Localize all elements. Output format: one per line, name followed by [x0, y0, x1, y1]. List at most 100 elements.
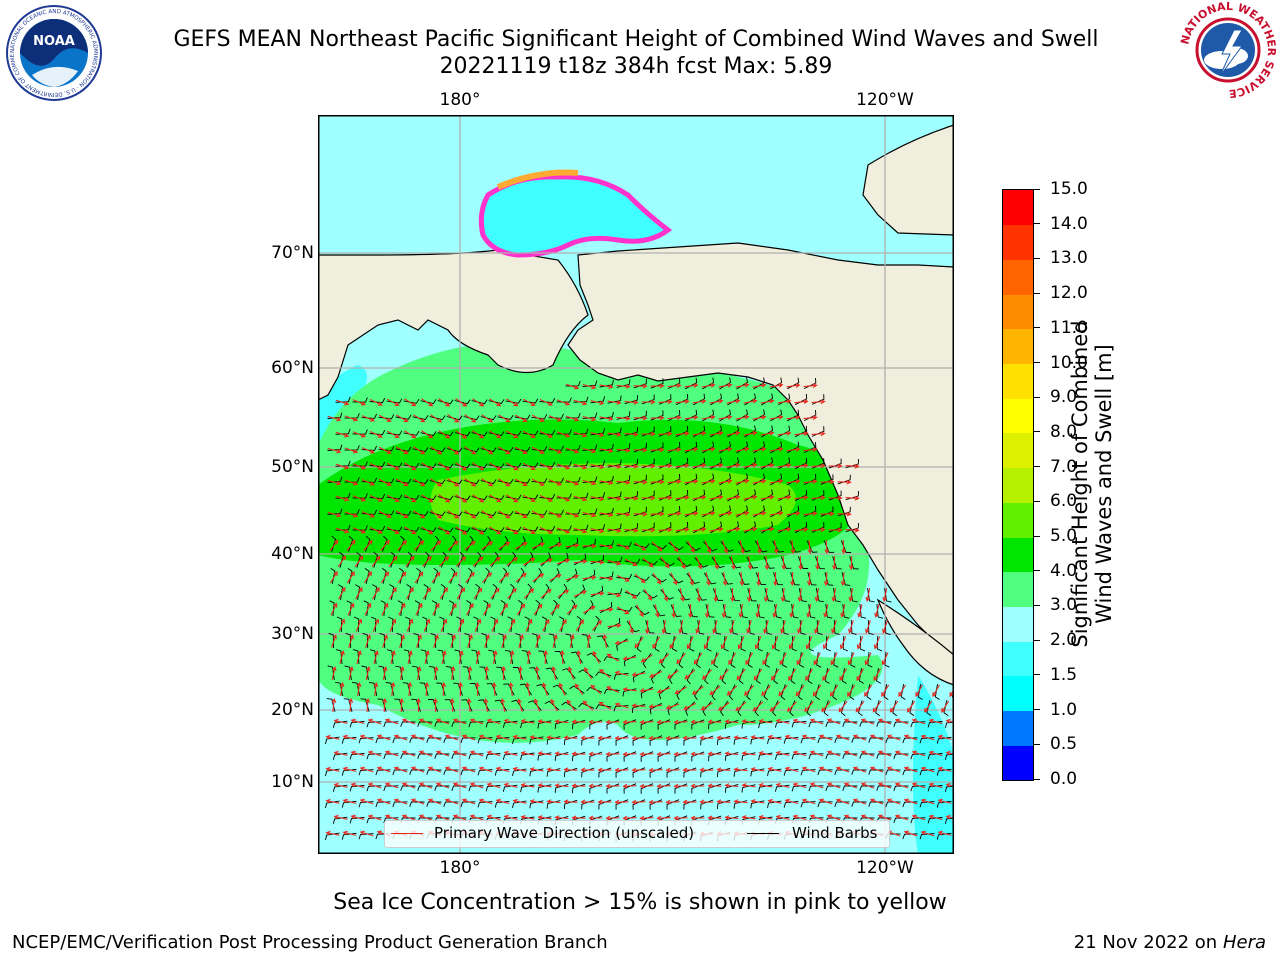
wind-barb — [548, 509, 564, 515]
colorbar-segment — [1003, 224, 1033, 260]
wave-direction-arrow — [641, 495, 656, 501]
wind-barb — [684, 505, 698, 518]
wind-barb — [791, 635, 797, 652]
wave-direction-arrow — [413, 540, 425, 551]
wind-barb — [498, 633, 505, 649]
wave-direction-arrow — [397, 539, 407, 551]
wind-barb — [325, 800, 340, 809]
wave-direction-arrow — [563, 735, 578, 741]
wave-direction-arrow — [716, 767, 731, 773]
wave-direction-arrow — [416, 665, 422, 680]
wave-direction-arrow — [427, 734, 442, 741]
wind-barb — [522, 494, 539, 500]
wind-barb — [403, 430, 420, 436]
wave-direction-arrow — [652, 572, 662, 585]
wind-barb — [415, 535, 422, 552]
wind-barb — [420, 399, 437, 405]
colorbar-segment — [1003, 328, 1033, 365]
wave-direction-arrow — [542, 682, 548, 696]
wind-barb — [431, 600, 437, 616]
wave-direction-arrow — [597, 799, 612, 805]
wave-direction-arrow — [726, 526, 741, 532]
wave-direction-arrow — [857, 604, 863, 618]
wind-barb — [570, 651, 583, 664]
wave-direction-arrow — [877, 782, 892, 789]
wind-barb — [702, 505, 715, 518]
wind-barb — [803, 505, 817, 518]
wave-direction-arrow — [531, 446, 545, 454]
wind-barb — [417, 721, 433, 727]
wave-direction-arrow — [472, 430, 485, 439]
wind-barb — [548, 633, 556, 649]
wave-direction-arrow — [529, 735, 544, 740]
wave-direction-arrow — [625, 558, 638, 567]
wind-barb — [468, 785, 484, 792]
wind-barb — [599, 379, 614, 388]
wave-direction-arrow — [421, 430, 434, 439]
wave-direction-arrow — [404, 526, 417, 535]
wave-direction-arrow — [752, 382, 767, 388]
wave-direction-arrow — [869, 798, 884, 805]
wave-direction-legend-label: Primary Wave Direction (unscaled) — [434, 824, 695, 842]
footer-date: 21 Nov 2022 on Hera — [1074, 932, 1266, 954]
wind-barb — [811, 522, 825, 533]
wind-barb — [477, 801, 493, 808]
wind-barb — [341, 832, 357, 840]
wave-direction-arrow — [376, 734, 391, 741]
wave-direction-arrow — [650, 447, 665, 453]
wave-direction-arrow — [571, 751, 586, 757]
wave-direction-arrow — [811, 495, 826, 501]
wave-direction-arrow — [525, 681, 531, 697]
wave-direction-arrow — [814, 620, 820, 634]
wave-direction-arrow — [709, 462, 724, 468]
wind-barb — [850, 651, 856, 668]
wind-barb — [783, 768, 799, 776]
wave-direction-arrow — [882, 620, 888, 634]
wave-direction-arrow — [746, 587, 752, 603]
wave-direction-arrow — [690, 719, 705, 725]
wave-direction-arrow — [699, 799, 714, 805]
wind-barb — [507, 551, 517, 568]
wind-barb — [786, 441, 800, 454]
wave-direction-arrow — [396, 414, 409, 423]
wave-direction-arrow — [737, 636, 745, 650]
colorbar-tick-mark — [1034, 223, 1040, 225]
wave-direction-arrow — [367, 718, 382, 725]
wave-direction-arrow — [622, 751, 637, 757]
wave-direction-arrow — [466, 602, 474, 616]
wave-direction-arrow — [852, 734, 867, 741]
wave-direction-arrow — [401, 782, 416, 789]
wave-direction-arrow — [845, 527, 860, 533]
wind-barb — [695, 588, 707, 601]
wave-direction-arrow — [826, 718, 841, 725]
wind-barb — [676, 685, 686, 700]
wind-barb — [675, 521, 689, 534]
wind-barb — [403, 398, 420, 404]
wind-barb — [607, 395, 622, 404]
wave-direction-arrow — [792, 750, 807, 757]
wave-direction-arrow — [920, 734, 935, 741]
wave-direction-arrow — [431, 571, 441, 584]
colorbar-segment — [1003, 745, 1033, 781]
wave-direction-arrow — [421, 398, 434, 407]
wind-barb — [811, 458, 825, 469]
wind-barb — [437, 463, 454, 469]
wave-direction-arrow — [924, 700, 933, 713]
wind-barb — [675, 393, 689, 406]
wave-direction-arrow — [461, 798, 476, 805]
wave-direction-arrow — [667, 511, 682, 517]
colorbar-segment — [1003, 294, 1033, 330]
wave-direction-arrow — [743, 526, 758, 532]
wave-direction-arrow — [828, 495, 843, 501]
wind-barb — [335, 524, 351, 531]
wave-direction-arrow — [818, 798, 833, 805]
wind-barb — [432, 535, 440, 552]
wind-barb — [607, 427, 622, 436]
wave-direction-arrow — [539, 430, 553, 438]
wave-direction-arrow — [552, 634, 558, 648]
wave-direction-arrow — [614, 702, 629, 709]
wind-barb — [576, 616, 582, 632]
wind-barb — [607, 523, 622, 532]
wave-direction-arrow — [658, 527, 673, 533]
wave-direction-arrow — [649, 670, 663, 678]
